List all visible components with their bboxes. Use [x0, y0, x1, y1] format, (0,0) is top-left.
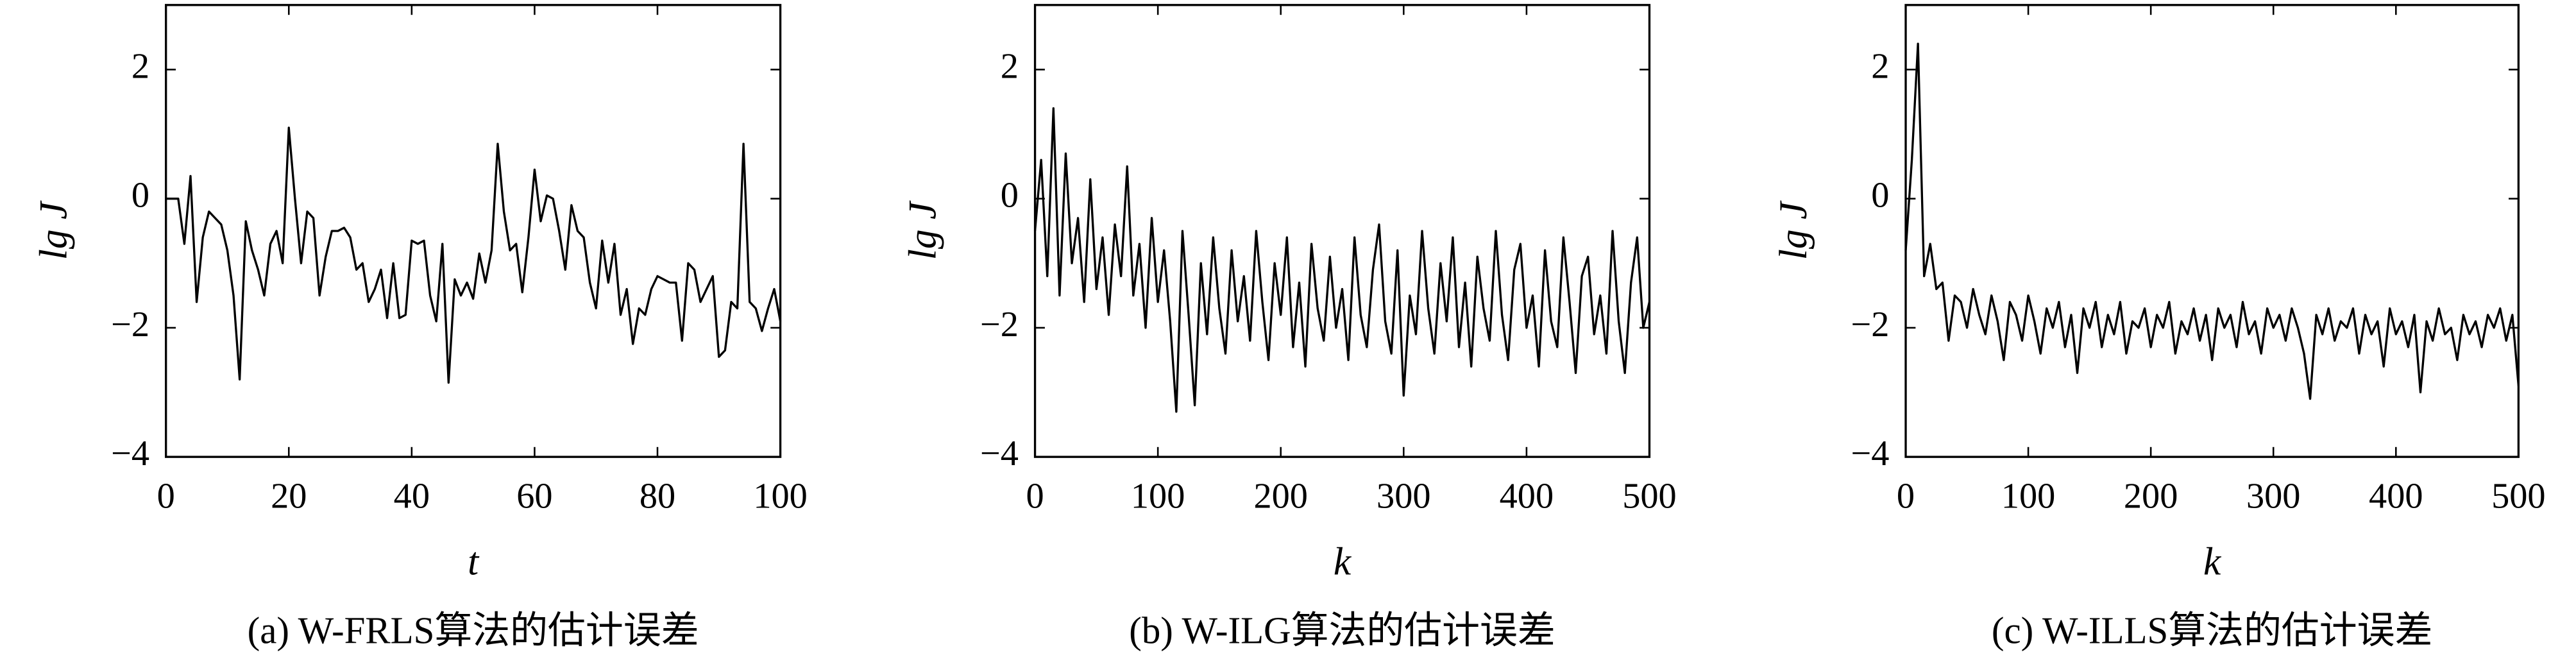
- y-tick-label: 0: [131, 176, 149, 216]
- plot-frame: [165, 4, 782, 458]
- x-tick-label: 100: [753, 477, 808, 516]
- x-tick-label: 400: [2369, 477, 2423, 516]
- x-tick-label: 500: [1622, 477, 1677, 516]
- x-axis-label: k: [1334, 540, 1352, 583]
- x-tick-label: 400: [1500, 477, 1554, 516]
- y-axis-label: lg J: [901, 200, 945, 260]
- data-line: [1033, 107, 1651, 413]
- y-tick-label: −4: [980, 434, 1019, 473]
- y-axis-label: lg J: [32, 200, 76, 260]
- x-tick-label: 100: [1131, 477, 1185, 516]
- y-tick-label: −2: [111, 305, 149, 345]
- caption: (b) W-ILG算法的估计误差: [1129, 609, 1555, 651]
- x-tick-label: 300: [2246, 477, 2301, 516]
- caption: (c) W-ILLS算法的估计误差: [1992, 609, 2433, 651]
- plot-frame: [1904, 4, 2520, 458]
- y-tick-label: 2: [1001, 46, 1019, 86]
- y-tick-label: 2: [1871, 46, 1889, 86]
- data-line: [165, 126, 782, 384]
- y-tick-label: 0: [1001, 176, 1019, 216]
- x-tick-label: 80: [640, 477, 675, 516]
- x-tick-label: 60: [516, 477, 552, 516]
- plot-frame: [1033, 4, 1651, 458]
- data-line: [1904, 42, 2520, 400]
- x-tick-label: 0: [1026, 477, 1044, 516]
- x-tick-label: 40: [394, 477, 430, 516]
- y-tick-label: −2: [1851, 305, 1889, 345]
- y-tick-label: −4: [111, 434, 149, 473]
- y-tick-label: 0: [1871, 176, 1889, 216]
- y-axis-label: lg J: [1772, 200, 1815, 260]
- x-tick-label: 100: [2001, 477, 2056, 516]
- y-tick-label: −2: [980, 305, 1019, 345]
- x-axis-label: t: [468, 540, 480, 583]
- caption: (a) W-FRLS算法的估计误差: [248, 609, 699, 651]
- x-axis-label: k: [2203, 540, 2222, 583]
- x-tick-label: 0: [157, 477, 175, 516]
- x-tick-label: 0: [1897, 477, 1915, 516]
- y-tick-label: 2: [131, 46, 149, 86]
- x-tick-label: 300: [1377, 477, 1431, 516]
- y-tick-label: −4: [1851, 434, 1889, 473]
- x-tick-label: 200: [1253, 477, 1308, 516]
- x-tick-label: 500: [2491, 477, 2546, 516]
- x-tick-label: 200: [2124, 477, 2178, 516]
- x-tick-label: 20: [271, 477, 307, 516]
